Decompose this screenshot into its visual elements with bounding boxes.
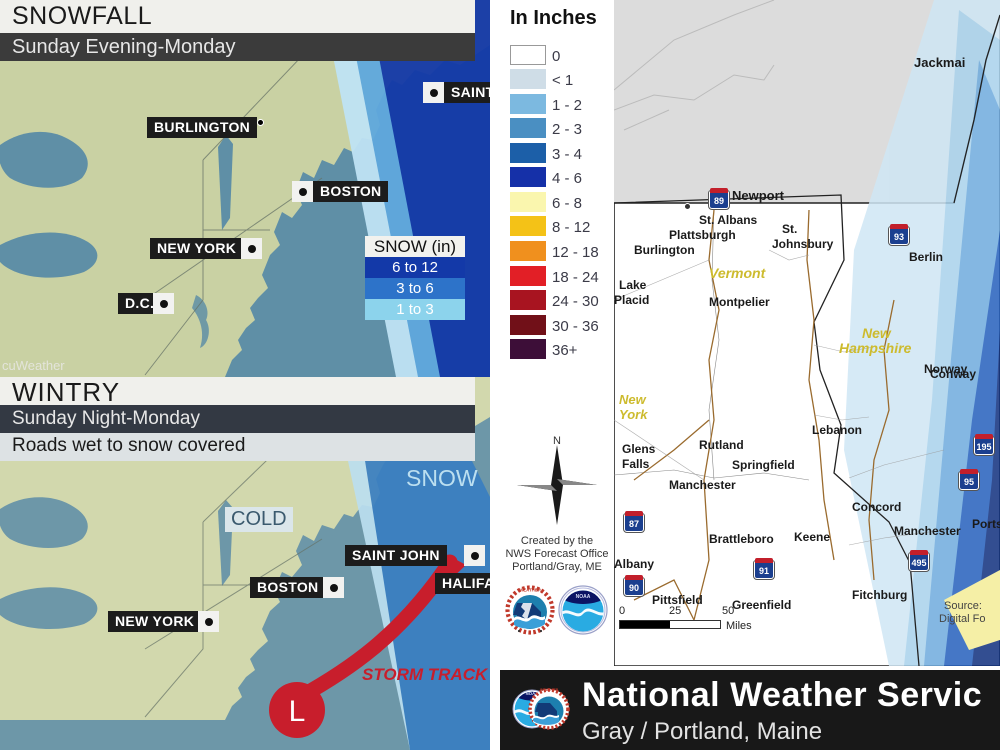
svg-text:L: L bbox=[289, 695, 306, 728]
svg-text:NOAA: NOAA bbox=[576, 594, 591, 600]
svg-text:WEATHER: WEATHER bbox=[519, 588, 542, 593]
svg-text:WEATHER: WEATHER bbox=[540, 688, 559, 692]
